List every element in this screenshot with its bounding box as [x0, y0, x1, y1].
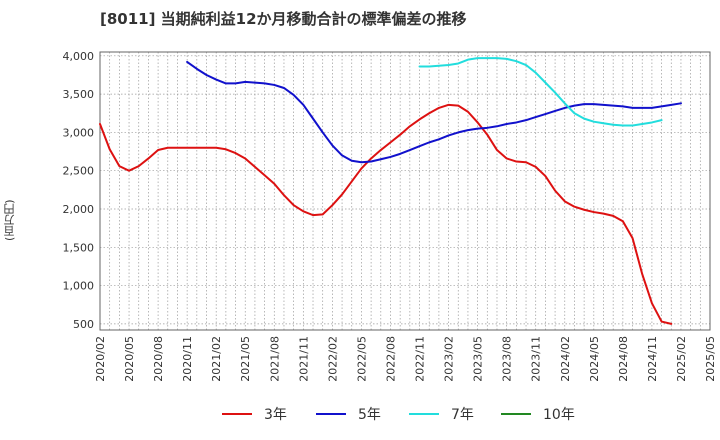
y-tick-label: 2,500 — [63, 165, 95, 178]
x-tick-label: 2025/05 — [704, 336, 717, 382]
legend-label-5年: 5年 — [358, 407, 381, 423]
series-layer — [99, 57, 682, 325]
x-tick-label: 2020/05 — [123, 336, 136, 382]
series-line-5年 — [186, 60, 682, 164]
x-tick-label: 2020/11 — [181, 336, 194, 382]
grid-layer — [100, 52, 710, 330]
plot-area-border — [99, 51, 711, 331]
x-tick-label: 2023/05 — [472, 336, 485, 382]
x-tick-label: 2022/11 — [414, 336, 427, 382]
y-tick-label: 2,000 — [63, 203, 95, 216]
y-tick-label: 3,000 — [63, 126, 95, 139]
legend-label-3年: 3年 — [264, 407, 287, 423]
x-tick-label: 2020/08 — [152, 336, 165, 382]
y-tick-label: 3,500 — [63, 88, 95, 101]
x-tick-label: 2024/05 — [588, 336, 601, 382]
x-tick-label: 2021/05 — [239, 336, 252, 382]
x-tick-label: 2023/11 — [530, 336, 543, 382]
y-tick-label: 1,500 — [63, 241, 95, 254]
x-tick-label: 2020/02 — [94, 336, 107, 382]
x-tick-label: 2024/08 — [617, 336, 630, 382]
chart-title: [8011] 当期純利益12か月移動合計の標準偏差の推移 — [100, 10, 467, 28]
x-tick-label: 2021/02 — [210, 336, 223, 382]
x-tick-label: 2022/08 — [384, 336, 397, 382]
y-tick-label: 4,000 — [63, 50, 95, 63]
x-tick-label: 2024/11 — [646, 336, 659, 382]
x-tick-label: 2021/11 — [297, 336, 310, 382]
x-tick-label: 2025/02 — [675, 336, 688, 382]
series-line-7年 — [418, 57, 663, 127]
x-tick-label: 2022/05 — [355, 336, 368, 382]
x-tick-label: 2021/08 — [268, 336, 281, 382]
x-tick-label: 2022/02 — [326, 336, 339, 382]
legend-label-7年: 7年 — [451, 407, 474, 423]
x-tick-label: 2023/08 — [501, 336, 514, 382]
x-tick-label: 2024/02 — [559, 336, 572, 382]
legend: 3年 5年 7年 10年 — [222, 407, 575, 423]
y-tick-label: 1,000 — [63, 280, 95, 293]
axis-layer: 500 1,000 1,500 2,000 2,500 3,000 3,500 4,000 20… — [63, 50, 718, 382]
legend-label-10年: 10年 — [543, 407, 575, 423]
x-tick-label: 2023/02 — [443, 336, 456, 382]
y-tick-label: 500 — [73, 318, 94, 331]
series-line-3年 — [99, 103, 673, 325]
